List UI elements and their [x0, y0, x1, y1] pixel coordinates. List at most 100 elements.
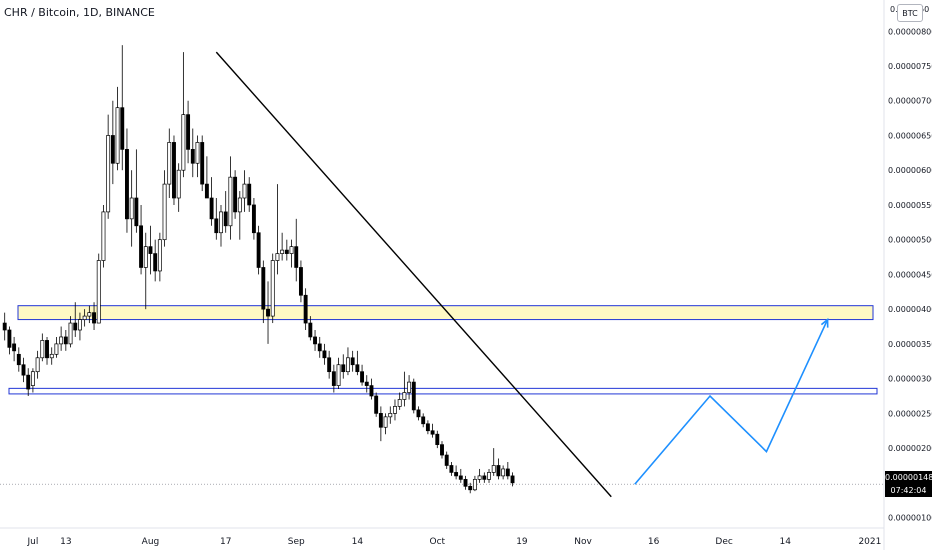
candle-body — [26, 374, 31, 390]
y-tick-label: 0.00000350 — [888, 340, 932, 349]
candle-body — [261, 267, 266, 310]
candle-body — [35, 357, 40, 373]
candle-body — [247, 183, 252, 206]
candle-body — [270, 260, 275, 317]
y-tick-label-cut: 0.0 — [890, 5, 903, 14]
y-tick-label: 0.00000750 — [888, 62, 932, 71]
candle-body — [2, 322, 7, 331]
candle-body — [378, 413, 383, 428]
candle-body — [73, 322, 78, 331]
candle-body — [472, 479, 477, 491]
y-tick-label: 0.00000450 — [888, 270, 932, 279]
candle-body — [106, 135, 111, 213]
candle-body — [190, 149, 195, 164]
x-tick-label: Oct — [430, 537, 446, 547]
candle-body — [49, 353, 54, 359]
candle-body — [275, 253, 280, 261]
candle-body — [303, 294, 308, 324]
y-tick-label: 0.00000100 — [888, 514, 932, 523]
candle-body — [162, 183, 167, 241]
candle-body — [477, 475, 482, 480]
y-tick-label: 0.00000600 — [888, 166, 932, 175]
candle-body — [242, 183, 247, 199]
candle-body — [341, 364, 346, 373]
candle-body — [458, 475, 463, 480]
candle-body — [313, 336, 317, 345]
candle-body — [463, 479, 468, 487]
candle-body — [393, 406, 397, 414]
candle-body — [421, 416, 426, 425]
candle-body — [374, 395, 379, 414]
candle-body — [397, 399, 402, 407]
candle-body — [134, 197, 139, 227]
candle-body — [369, 385, 374, 397]
candle-body — [487, 472, 491, 480]
candle-body — [148, 246, 153, 254]
x-tick-label: 17 — [220, 537, 231, 547]
candle-body — [96, 260, 101, 324]
candle-body — [12, 343, 17, 352]
candle-body — [139, 225, 144, 268]
downtrend-line — [215, 51, 612, 498]
candle-body — [157, 239, 162, 272]
candle-body — [16, 353, 21, 366]
candle-body — [284, 249, 289, 254]
candle-body — [110, 135, 115, 164]
candle-body — [411, 381, 416, 411]
candle-body — [195, 142, 200, 164]
candle-body — [322, 350, 327, 359]
candle-body — [59, 336, 64, 345]
candle-body — [223, 211, 228, 227]
candle-body — [482, 475, 487, 480]
candle-body — [87, 312, 92, 317]
candle-body — [40, 340, 45, 359]
candle-body — [505, 468, 510, 477]
last-price-label: 0.00000148 — [885, 471, 932, 484]
y-tick-label: 0.00000300 — [888, 375, 932, 384]
candle-body — [7, 329, 12, 348]
candle-body — [256, 232, 261, 268]
candle-body — [266, 308, 270, 317]
candle-body — [167, 142, 172, 185]
chart-title: CHR / Bitcoin, 1D, BINANCE — [4, 6, 155, 19]
candle-body — [298, 267, 303, 296]
candle-body — [336, 364, 341, 386]
candle-body — [129, 197, 134, 220]
candle-body — [280, 249, 285, 254]
currency-badge[interactable]: BTC — [897, 4, 923, 22]
x-tick-label: Jul — [26, 537, 38, 547]
candle-body — [115, 107, 120, 164]
candle-body — [383, 416, 388, 428]
resistance-zone — [17, 305, 874, 321]
candle-body — [294, 246, 299, 268]
candle-body — [350, 357, 355, 366]
candle-body — [68, 322, 73, 345]
bar-countdown-label: 07:42:04 — [885, 484, 932, 497]
x-tick-label: 13 — [60, 537, 71, 547]
candle-body — [364, 381, 369, 386]
candle-body — [331, 371, 336, 386]
candle-body — [402, 392, 407, 400]
x-tick-label: Nov — [574, 537, 592, 547]
candle-body — [153, 253, 158, 272]
y-tick-label: 0.00000550 — [888, 201, 932, 210]
x-tick-label: 19 — [516, 537, 528, 547]
candle-body — [172, 142, 176, 199]
candle-body — [317, 343, 322, 352]
candle-body — [425, 423, 430, 432]
candle-body — [21, 364, 26, 376]
candle-body — [435, 433, 440, 445]
projection-path — [634, 319, 829, 485]
candle-body — [308, 322, 313, 338]
candle-body — [233, 176, 238, 213]
candle-body — [214, 218, 219, 234]
candle-body — [125, 149, 129, 220]
x-tick-label: Dec — [715, 537, 732, 547]
candle-body — [176, 169, 181, 199]
x-tick-label: 2021 — [858, 537, 881, 547]
candle-body — [440, 444, 444, 456]
candle-body — [388, 413, 393, 418]
candle-body — [63, 336, 68, 345]
